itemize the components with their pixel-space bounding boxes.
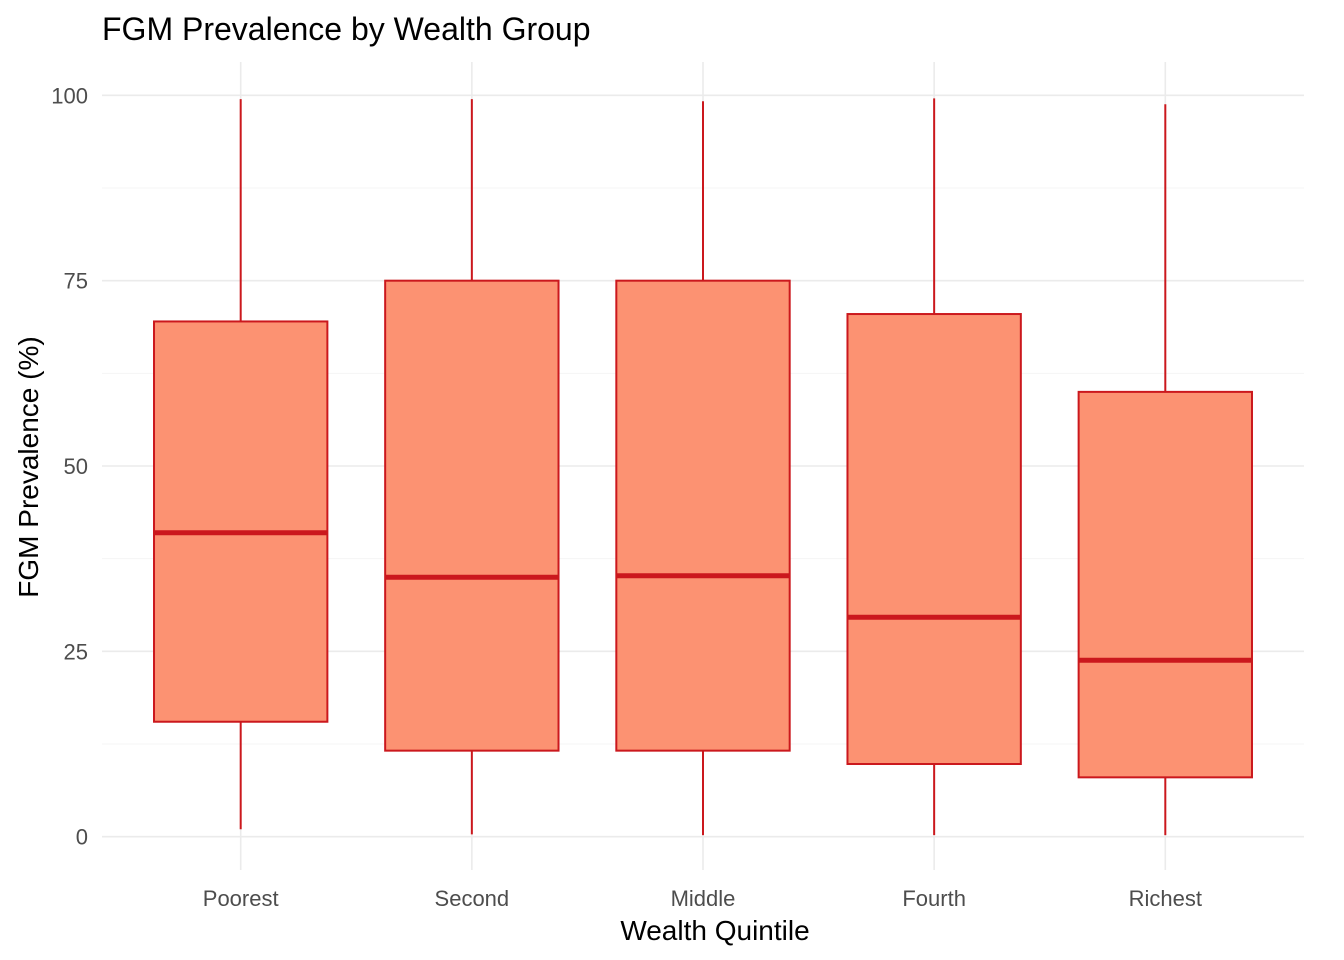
box-iqr bbox=[153, 320, 329, 723]
y-axis-title: FGM Prevalence (%) bbox=[13, 336, 44, 597]
y-tick-label: 25 bbox=[64, 639, 88, 664]
box-poorest bbox=[153, 99, 329, 830]
box-iqr bbox=[1077, 390, 1253, 779]
box-series bbox=[153, 98, 1253, 836]
x-tick-label: Second bbox=[435, 886, 510, 911]
box-iqr bbox=[846, 313, 1022, 765]
x-axis-title: Wealth Quintile bbox=[620, 915, 809, 946]
box-richest bbox=[1077, 104, 1253, 836]
box-iqr bbox=[615, 279, 791, 752]
x-tick-label: Richest bbox=[1129, 886, 1202, 911]
y-axis-ticks: 0 25 50 75 100 bbox=[51, 83, 88, 849]
y-tick-label: 50 bbox=[64, 454, 88, 479]
chart-title: FGM Prevalence by Wealth Group bbox=[102, 11, 591, 47]
x-tick-label: Fourth bbox=[902, 886, 966, 911]
box-iqr bbox=[384, 279, 560, 752]
box-fourth bbox=[846, 98, 1022, 836]
box-middle bbox=[615, 101, 791, 836]
y-tick-label: 0 bbox=[76, 825, 88, 850]
box-second bbox=[384, 99, 560, 835]
y-tick-label: 75 bbox=[64, 269, 88, 294]
x-axis-ticks: Poorest Second Middle Fourth Richest bbox=[203, 886, 1202, 911]
x-tick-label: Poorest bbox=[203, 886, 279, 911]
x-tick-label: Middle bbox=[671, 886, 736, 911]
y-tick-label: 100 bbox=[51, 83, 88, 108]
